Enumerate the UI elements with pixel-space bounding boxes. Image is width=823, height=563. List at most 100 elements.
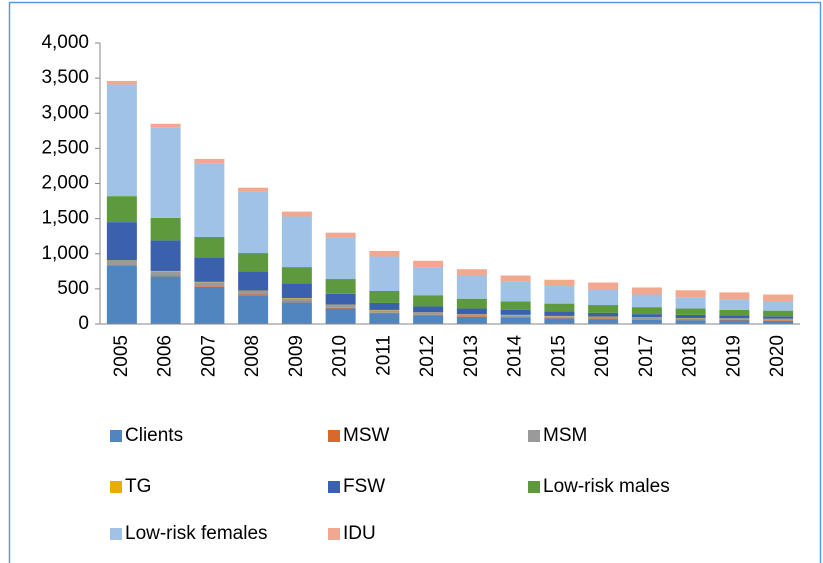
legend-swatch	[110, 430, 122, 442]
bar-segment	[150, 217, 181, 241]
frame	[8, 1, 822, 563]
bar-segment	[631, 317, 662, 320]
x-tick-label: 2005	[111, 335, 132, 377]
bar-segment	[238, 295, 269, 324]
bar-segment	[281, 216, 312, 268]
legend-label: Clients	[125, 425, 183, 446]
bar-segment	[588, 289, 619, 306]
bar-segment	[456, 308, 487, 315]
x-tick-label: 2012	[417, 335, 438, 377]
bar-segment	[413, 314, 444, 316]
bar-segment	[544, 303, 575, 312]
bar-segment	[325, 279, 356, 294]
bar-segment	[413, 260, 444, 268]
bar-segment	[369, 302, 400, 310]
y-tick-label: 500	[57, 278, 89, 299]
bar-segment	[631, 319, 662, 320]
bar-segment	[588, 318, 619, 320]
bar-segment	[500, 309, 531, 315]
bar-segment	[281, 211, 312, 217]
bar-segment	[500, 301, 531, 310]
bar-segment	[719, 299, 750, 310]
y-tick-label: 0	[78, 313, 89, 334]
bar-segment	[194, 257, 225, 282]
legend-label: TG	[125, 476, 151, 497]
bar-segment	[631, 287, 662, 295]
bar-segment	[675, 297, 706, 309]
bar-segment	[500, 315, 531, 317]
bar-segment	[194, 163, 225, 237]
bar-segment	[413, 306, 444, 313]
bar-segment	[194, 286, 225, 287]
bar-segment	[369, 312, 400, 314]
bar-segment	[150, 123, 181, 128]
y-tick-label: 2,000	[41, 173, 89, 194]
y-tick-label: 4,000	[41, 32, 89, 53]
bar-segment	[281, 302, 312, 324]
bar-segment	[588, 305, 619, 313]
bar-segment	[369, 310, 400, 313]
bar-segment	[675, 308, 706, 315]
bar-segment	[631, 319, 662, 324]
bar-segment	[150, 271, 181, 276]
legend-swatch	[110, 528, 122, 540]
bar-segment	[325, 293, 356, 305]
bar-segment	[588, 319, 619, 324]
x-tick-label: 2009	[286, 335, 307, 377]
bar-segment	[369, 256, 400, 291]
bar-segment	[150, 127, 181, 218]
bar-segment	[413, 315, 444, 324]
bar-segment	[325, 237, 356, 280]
legend-swatch	[328, 481, 340, 493]
x-tick-label: 2010	[330, 335, 351, 377]
bar-segment	[456, 275, 487, 299]
legend-swatch	[110, 481, 122, 493]
bar-segment	[544, 316, 575, 318]
bar-segment	[106, 265, 137, 324]
bar-segment	[544, 318, 575, 324]
bar-segment	[544, 286, 575, 304]
bar-segment	[106, 222, 137, 261]
bar-segment	[325, 308, 356, 324]
bar-segment	[544, 317, 575, 319]
bar-segment	[675, 319, 706, 321]
bar-segment	[413, 295, 444, 307]
bar-segment	[631, 314, 662, 318]
bar-segment	[500, 281, 531, 302]
bar-segment	[325, 307, 356, 309]
legend-label: MSW	[343, 425, 390, 446]
bar-segment	[631, 294, 662, 308]
x-tick-label: 2013	[461, 335, 482, 377]
x-tick-label: 2011	[373, 335, 394, 376]
bar-segment	[588, 312, 619, 317]
bar-segment	[719, 292, 750, 300]
bar-segment	[719, 319, 750, 321]
bar-segment	[281, 267, 312, 284]
bar-segment	[238, 294, 269, 296]
bar-segment	[106, 80, 137, 85]
x-tick-label: 2018	[680, 335, 701, 377]
bar-segment	[500, 317, 531, 324]
legend-label: Low-risk males	[543, 476, 670, 497]
bar-segment	[150, 275, 181, 277]
bar-segment	[106, 196, 137, 223]
y-tick-label: 1,500	[41, 208, 89, 229]
bar-segment	[106, 84, 137, 197]
bar-segment	[106, 264, 137, 266]
bar-segment	[719, 320, 750, 324]
legend-swatch	[328, 528, 340, 540]
bar-segment	[238, 253, 269, 272]
bar-segment	[369, 313, 400, 324]
x-tick-label: 2019	[723, 335, 744, 377]
bar-segment	[675, 314, 706, 319]
bar-segment	[238, 290, 269, 295]
bar-segment	[675, 290, 706, 298]
legend-swatch	[528, 430, 540, 442]
x-tick-label: 2008	[242, 335, 263, 377]
bar-segment	[588, 282, 619, 290]
x-tick-label: 2020	[767, 335, 788, 377]
y-tick-label: 1,000	[41, 243, 89, 264]
y-tick-label: 2,500	[41, 137, 89, 158]
bar-segment	[325, 305, 356, 308]
bar-segment	[369, 290, 400, 303]
